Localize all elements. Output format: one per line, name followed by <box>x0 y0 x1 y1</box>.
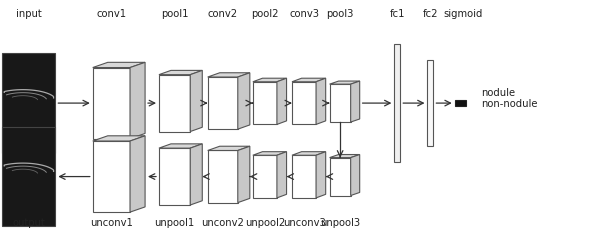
Text: pool1: pool1 <box>161 9 188 19</box>
Polygon shape <box>350 155 359 196</box>
Text: input: input <box>16 9 42 19</box>
Polygon shape <box>208 77 238 129</box>
Polygon shape <box>93 141 130 212</box>
Text: unpool3: unpool3 <box>320 218 360 228</box>
Text: output: output <box>13 218 45 228</box>
Polygon shape <box>330 84 350 122</box>
Polygon shape <box>292 155 316 198</box>
Polygon shape <box>208 150 238 203</box>
Polygon shape <box>208 146 250 150</box>
Text: unconv1: unconv1 <box>90 218 133 228</box>
Polygon shape <box>455 100 467 106</box>
Text: conv1: conv1 <box>96 9 126 19</box>
Polygon shape <box>130 136 145 212</box>
Polygon shape <box>330 81 359 84</box>
Polygon shape <box>93 62 145 68</box>
Polygon shape <box>238 146 250 203</box>
Polygon shape <box>93 136 145 141</box>
Text: unpool1: unpool1 <box>155 218 194 228</box>
Polygon shape <box>190 70 202 132</box>
Text: nodule
non-nodule: nodule non-nodule <box>482 87 538 109</box>
Polygon shape <box>316 152 326 198</box>
Polygon shape <box>277 78 287 124</box>
Polygon shape <box>350 81 359 122</box>
Polygon shape <box>316 78 326 124</box>
Polygon shape <box>190 144 202 205</box>
Polygon shape <box>159 75 190 132</box>
Text: pool3: pool3 <box>326 9 354 19</box>
Polygon shape <box>159 144 202 148</box>
Text: pool2: pool2 <box>251 9 279 19</box>
Polygon shape <box>292 152 326 155</box>
Polygon shape <box>238 73 250 129</box>
Polygon shape <box>253 78 287 82</box>
Polygon shape <box>208 73 250 77</box>
Text: unconv3: unconv3 <box>282 218 326 228</box>
Polygon shape <box>130 62 145 139</box>
Polygon shape <box>2 53 55 153</box>
Polygon shape <box>330 158 350 196</box>
Polygon shape <box>277 152 287 198</box>
Polygon shape <box>427 60 433 146</box>
Polygon shape <box>292 82 316 124</box>
Polygon shape <box>93 68 130 139</box>
Polygon shape <box>330 155 359 158</box>
Text: conv3: conv3 <box>289 9 319 19</box>
Text: sigmoid: sigmoid <box>444 9 483 19</box>
Text: conv2: conv2 <box>208 9 238 19</box>
Text: fc1: fc1 <box>389 9 405 19</box>
Polygon shape <box>253 152 287 155</box>
Polygon shape <box>292 78 326 82</box>
Text: fc2: fc2 <box>423 9 438 19</box>
Polygon shape <box>394 44 400 162</box>
Polygon shape <box>253 155 277 198</box>
Polygon shape <box>253 82 277 124</box>
Text: unconv2: unconv2 <box>201 218 244 228</box>
Polygon shape <box>159 70 202 75</box>
Text: unpool2: unpool2 <box>245 218 285 228</box>
Polygon shape <box>2 127 55 226</box>
Polygon shape <box>159 148 190 205</box>
